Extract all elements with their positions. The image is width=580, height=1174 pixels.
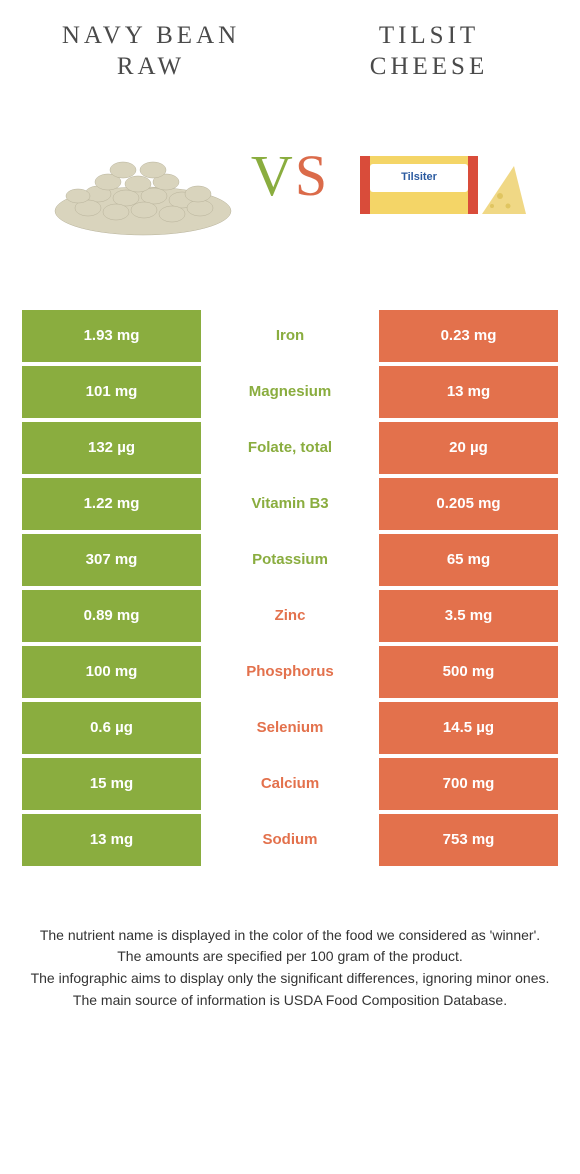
right-value: 0.23 mg [379,310,558,362]
cheese-image: Tilsiter [337,111,537,241]
table-row: 101 mgMagnesium13 mg [22,366,558,418]
nutrient-name: Selenium [201,702,379,754]
nutrient-name: Calcium [201,758,379,810]
footer-notes: The nutrient name is displayed in the co… [12,925,568,1012]
left-value: 132 µg [22,422,201,474]
left-value: 1.93 mg [22,310,201,362]
vs-v: V [251,143,295,208]
left-value: 101 mg [22,366,201,418]
footer-line-3: The infographic aims to display only the… [26,968,554,990]
right-value: 3.5 mg [379,590,558,642]
right-value: 700 mg [379,758,558,810]
right-value: 0.205 mg [379,478,558,530]
nutrient-name: Zinc [201,590,379,642]
left-food-title: NAVY BEANRAW [26,20,276,83]
beans-image [43,111,243,241]
left-value: 307 mg [22,534,201,586]
right-value: 65 mg [379,534,558,586]
left-value: 13 mg [22,814,201,866]
left-value: 100 mg [22,646,201,698]
nutrient-name: Iron [201,310,379,362]
header: NAVY BEANRAW TILSITCHEESE [12,20,568,83]
nutrient-table: 1.93 mgIron0.23 mg101 mgMagnesium13 mg13… [22,306,558,870]
footer-line-1: The nutrient name is displayed in the co… [26,925,554,947]
table-row: 13 mgSodium753 mg [22,814,558,866]
vs-s: S [295,143,329,208]
left-value: 0.89 mg [22,590,201,642]
left-value: 0.6 µg [22,702,201,754]
right-value: 753 mg [379,814,558,866]
table-row: 15 mgCalcium700 mg [22,758,558,810]
nutrient-name: Potassium [201,534,379,586]
table-row: 1.22 mgVitamin B30.205 mg [22,478,558,530]
table-row: 0.89 mgZinc3.5 mg [22,590,558,642]
left-value: 1.22 mg [22,478,201,530]
table-row: 1.93 mgIron0.23 mg [22,310,558,362]
table-row: 0.6 µgSelenium14.5 µg [22,702,558,754]
nutrient-name: Sodium [201,814,379,866]
table-row: 132 µgFolate, total20 µg [22,422,558,474]
left-value: 15 mg [22,758,201,810]
vs-label: VS [251,142,329,209]
footer-line-2: The amounts are specified per 100 gram o… [26,946,554,968]
table-row: 100 mgPhosphorus500 mg [22,646,558,698]
footer-line-4: The main source of information is USDA F… [26,990,554,1012]
svg-text:Tilsiter: Tilsiter [401,171,438,183]
vs-row: VS Tilsiter [12,111,568,241]
right-value: 500 mg [379,646,558,698]
table-row: 307 mgPotassium65 mg [22,534,558,586]
nutrient-name: Vitamin B3 [201,478,379,530]
nutrient-name: Phosphorus [201,646,379,698]
right-food-title: TILSITCHEESE [304,20,554,83]
right-value: 14.5 µg [379,702,558,754]
right-value: 20 µg [379,422,558,474]
right-value: 13 mg [379,366,558,418]
nutrient-name: Folate, total [201,422,379,474]
nutrient-name: Magnesium [201,366,379,418]
